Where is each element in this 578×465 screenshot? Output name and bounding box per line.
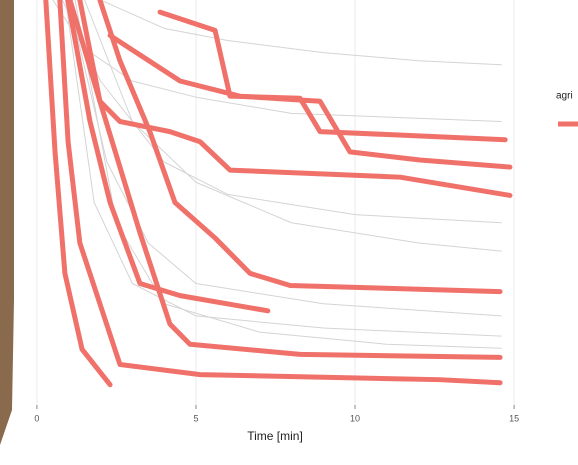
series-line — [65, 0, 271, 314]
x-tick-label: 10 — [350, 413, 360, 423]
plot: 0 5 10 15 — [34, 0, 519, 423]
x-tick-label: 5 — [193, 413, 198, 423]
panel — [14, 0, 530, 405]
x-tick-label: 0 — [34, 413, 39, 423]
x-tick-label: 15 — [509, 413, 519, 423]
series-line — [84, 0, 502, 252]
series-line — [157, 9, 508, 143]
series-line — [43, 0, 113, 388]
series-line — [97, 0, 503, 295]
series-line — [100, 0, 502, 66]
series-line — [57, 0, 503, 386]
series-line — [77, 0, 513, 198]
series-line — [74, 0, 502, 349]
legend-title: agri — [556, 91, 573, 102]
series-line — [107, 32, 513, 170]
x-axis-title: Time [min] — [247, 429, 303, 443]
